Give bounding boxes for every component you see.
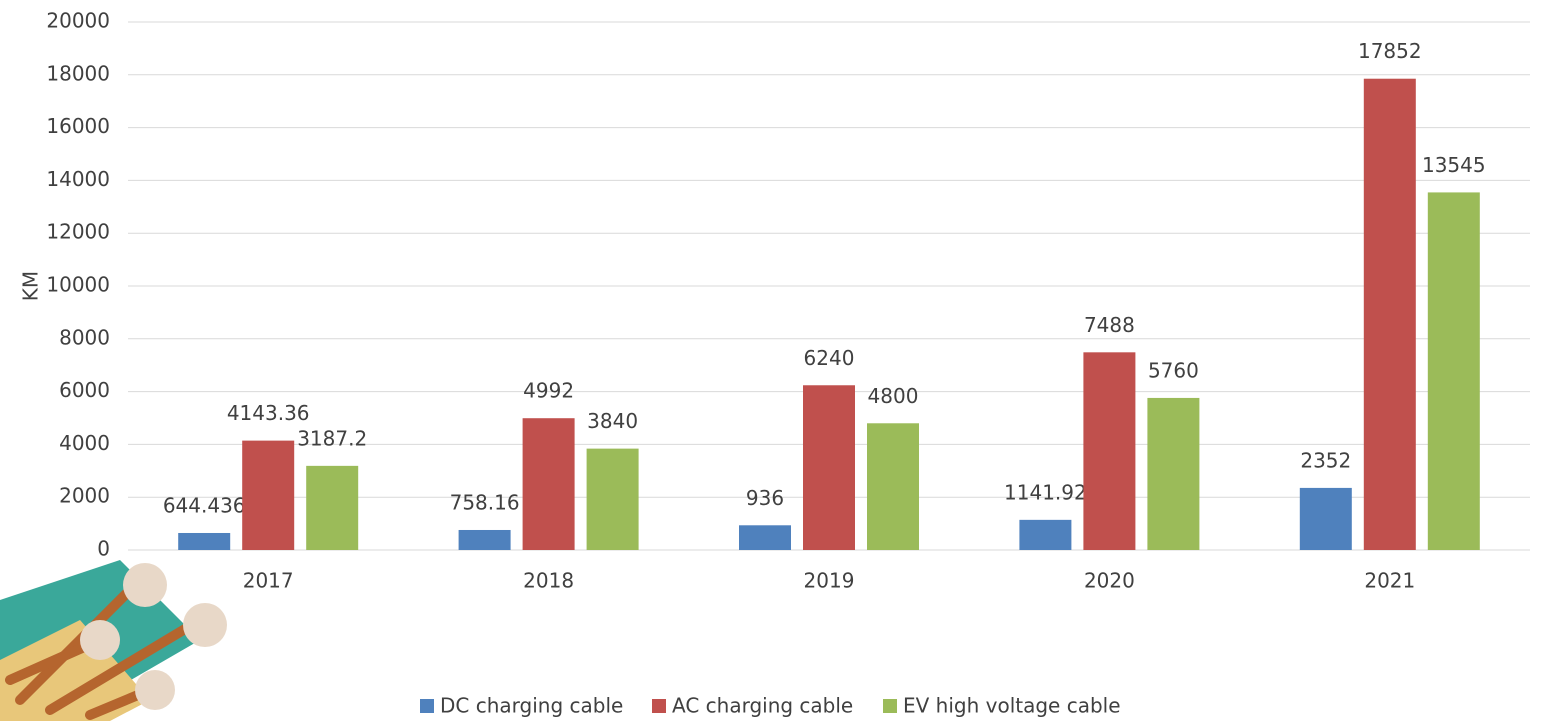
data-label: 4800 bbox=[868, 384, 919, 408]
bar bbox=[867, 423, 919, 550]
data-label: 936 bbox=[746, 486, 784, 510]
x-tick-label: 2017 bbox=[243, 569, 294, 593]
bar bbox=[458, 529, 511, 550]
data-label: 5760 bbox=[1148, 358, 1199, 382]
y-tick-label: 18000 bbox=[46, 61, 110, 85]
y-tick-label: 16000 bbox=[46, 114, 110, 138]
data-label: 4992 bbox=[523, 379, 574, 403]
bar bbox=[1147, 397, 1200, 550]
y-tick-label: 0 bbox=[97, 537, 110, 561]
x-tick-label: 2021 bbox=[1364, 569, 1415, 593]
y-tick-label: 14000 bbox=[46, 167, 110, 191]
bar bbox=[1083, 352, 1136, 550]
legend-label: EV high voltage cable bbox=[903, 694, 1121, 718]
data-label: 3840 bbox=[587, 409, 638, 433]
data-label: 4143.36 bbox=[227, 401, 310, 425]
bar bbox=[1299, 487, 1352, 550]
bar bbox=[1427, 192, 1480, 551]
legend-label: AC charging cable bbox=[672, 694, 853, 718]
bar bbox=[522, 418, 575, 550]
legend-swatch bbox=[652, 699, 666, 713]
bar bbox=[1363, 78, 1416, 550]
bar bbox=[306, 465, 359, 550]
y-tick-label: 10000 bbox=[46, 273, 110, 297]
x-tick-label: 2019 bbox=[804, 569, 855, 593]
y-tick-label: 8000 bbox=[59, 325, 110, 349]
y-axis-label: KM bbox=[19, 271, 43, 301]
data-label: 758.16 bbox=[450, 490, 520, 514]
data-label: 13545 bbox=[1422, 153, 1486, 177]
y-tick-label: 2000 bbox=[59, 484, 110, 508]
x-tick-label: 2018 bbox=[523, 569, 574, 593]
data-label: 2352 bbox=[1300, 448, 1351, 472]
bar bbox=[586, 448, 639, 550]
bar bbox=[1019, 519, 1072, 550]
data-label: 17852 bbox=[1358, 39, 1422, 63]
bar bbox=[739, 525, 791, 550]
cable-illustration bbox=[0, 560, 232, 721]
legend-swatch bbox=[883, 699, 897, 713]
bar bbox=[242, 440, 295, 550]
legend-swatch bbox=[420, 699, 434, 713]
x-tick-label: 2020 bbox=[1084, 569, 1135, 593]
y-tick-label: 6000 bbox=[59, 378, 110, 402]
data-label: 6240 bbox=[804, 346, 855, 370]
y-tick-label: 12000 bbox=[46, 220, 110, 244]
y-tick-label: 4000 bbox=[59, 431, 110, 455]
data-label: 644.436 bbox=[163, 493, 246, 517]
data-label: 1141.92 bbox=[1004, 480, 1087, 504]
data-label: 7488 bbox=[1084, 313, 1135, 337]
bar bbox=[803, 385, 855, 550]
legend-label: DC charging cable bbox=[440, 694, 623, 718]
y-tick-label: 20000 bbox=[46, 9, 110, 33]
data-label: 3187.2 bbox=[297, 426, 367, 450]
bar bbox=[178, 532, 231, 550]
